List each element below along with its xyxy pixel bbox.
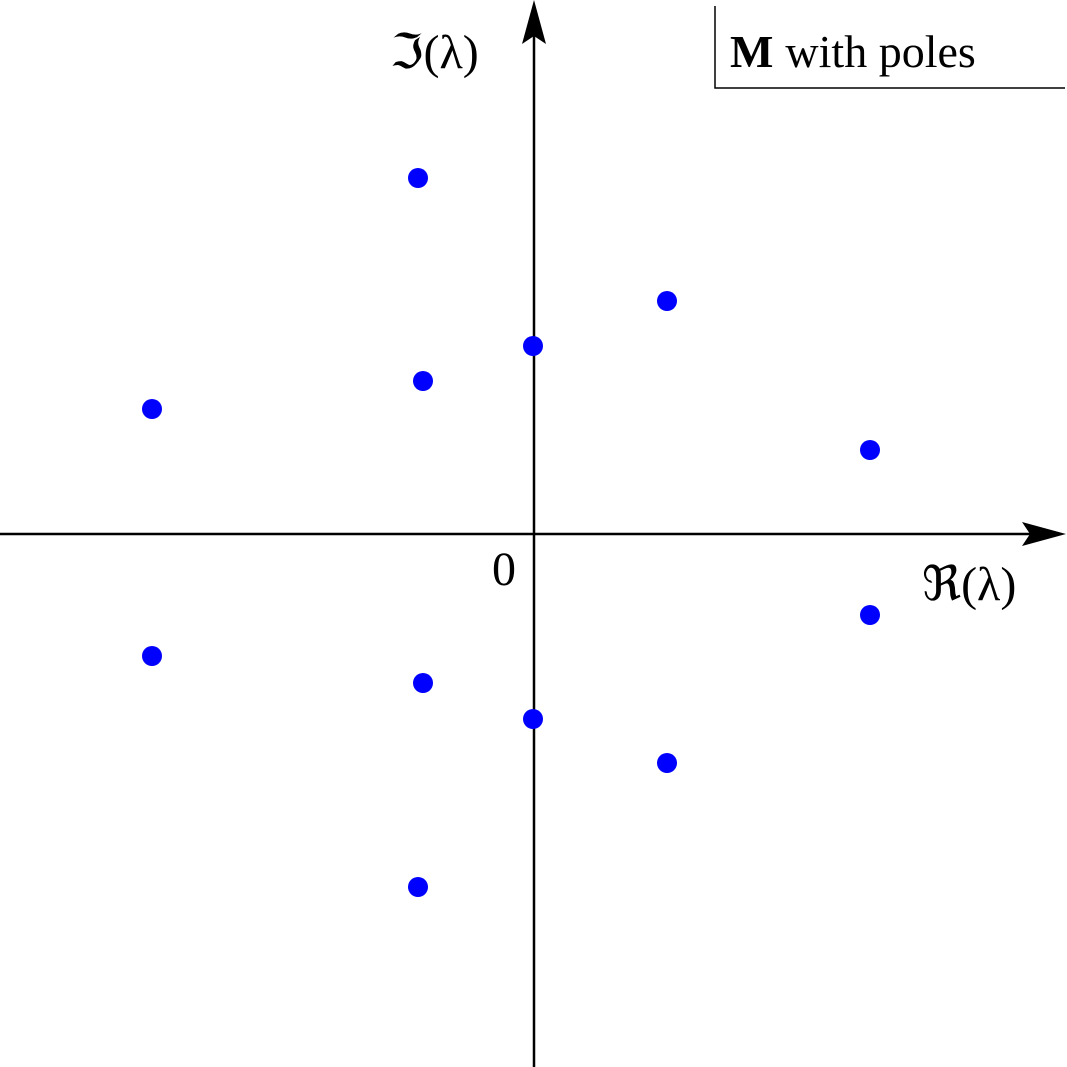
real-axis-arrow [1022, 522, 1066, 546]
pole [523, 336, 543, 356]
pole [142, 399, 162, 419]
pole [142, 646, 162, 666]
title-bold: M [730, 26, 773, 77]
x-axis-label: ℜ(λ) [922, 558, 1016, 611]
poles [142, 168, 880, 897]
pole [408, 877, 428, 897]
pole [657, 753, 677, 773]
pole [657, 291, 677, 311]
origin-label: 0 [492, 543, 516, 596]
pole [523, 709, 543, 729]
title-text: with poles [785, 26, 975, 77]
imag-axis-arrow [522, 0, 546, 44]
pole [408, 168, 428, 188]
pole [860, 605, 880, 625]
pole [860, 440, 880, 460]
pole [413, 371, 433, 391]
title-frame [714, 6, 1065, 89]
pole [413, 673, 433, 693]
y-axis-label: ℑ(λ) [390, 26, 479, 79]
